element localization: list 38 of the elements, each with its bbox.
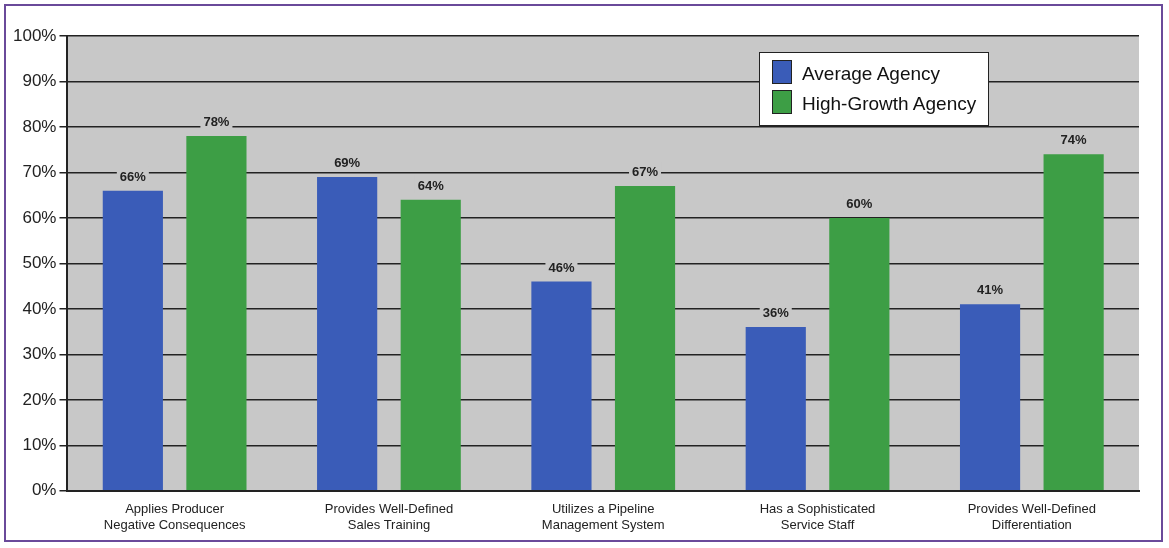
- bar: [531, 281, 592, 491]
- y-tick-label: 0%: [31, 480, 57, 500]
- x-tick-label: Provides Well-Defined Sales Training: [324, 501, 454, 532]
- bar: [959, 304, 1021, 491]
- y-tick-label: 80%: [22, 116, 57, 136]
- data-label: 64%: [417, 177, 445, 193]
- data-label: 46%: [548, 259, 575, 275]
- data-label: 78%: [203, 114, 230, 130]
- data-label: 41%: [977, 282, 1004, 298]
- y-tick-label: 50%: [22, 253, 57, 273]
- bar: [1043, 154, 1104, 491]
- x-tick-label: Applies Producer Negative Consequences: [103, 501, 246, 532]
- bar: [400, 199, 461, 491]
- legend-label: Average Agency: [802, 63, 941, 84]
- y-tick-label: 100%: [13, 25, 57, 45]
- bar: [186, 136, 247, 491]
- legend-label: High-Growth Agency: [802, 93, 977, 114]
- bar: [102, 190, 163, 491]
- y-tick-label: 30%: [22, 344, 57, 364]
- y-tick-label: 70%: [22, 162, 57, 182]
- y-tick-label: 20%: [22, 389, 57, 409]
- bar: [614, 186, 676, 491]
- data-label: 36%: [762, 305, 790, 321]
- y-tick-label: 40%: [22, 298, 57, 318]
- bar: [829, 217, 890, 491]
- data-label: 66%: [119, 168, 147, 184]
- data-label: 74%: [1060, 132, 1088, 148]
- y-tick-label: 10%: [22, 435, 57, 455]
- data-label: 69%: [334, 155, 361, 171]
- x-tick-label: Provides Well-Defined Differentiation: [967, 501, 1097, 532]
- x-tick-label: Utilizes a Pipeline Management System: [541, 501, 665, 532]
- data-label: 60%: [846, 196, 873, 211]
- x-tick-label: Has a Sophisticated Service Staff: [759, 501, 876, 532]
- y-tick-label: 60%: [22, 207, 57, 227]
- y-tick-label: 90%: [22, 71, 57, 91]
- bar: [745, 327, 806, 491]
- data-label: 67%: [632, 164, 659, 180]
- bar: [317, 176, 378, 491]
